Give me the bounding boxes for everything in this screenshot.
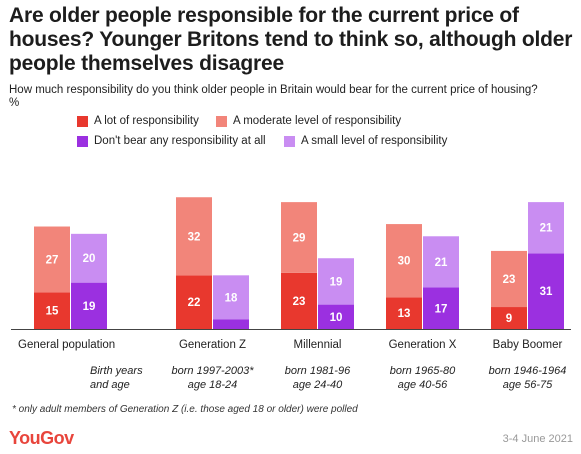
birth-info-millennial-0: born 1981-96 [285, 365, 351, 377]
legend-label-none: Don't bear any responsibility at all [94, 135, 266, 147]
legend-item-moderate: A moderate level of responsibility [216, 115, 401, 127]
bar-a-moderate-level-of-responsibility-millennial [281, 202, 317, 273]
category-label-generation-x: Generation X [389, 339, 457, 351]
legend-swatch-a-lot [77, 115, 88, 127]
data-label-a-small-level-of-responsibility-general-population: 20 [83, 253, 96, 265]
data-label-a-small-level-of-responsibility-generation-x: 21 [435, 257, 448, 269]
data-label-a-moderate-level-of-responsibility-generation-z: 32 [188, 231, 201, 243]
chart-subtitle: How much responsibility do you think old… [9, 84, 538, 96]
legend-item-small: A small level of responsibility [284, 135, 447, 147]
legend-label-a-lot: A lot of responsibility [94, 115, 199, 127]
data-label-a-small-level-of-responsibility-baby-boomer: 21 [540, 223, 553, 235]
bar-a-lot-of-responsibility-general-population [34, 292, 70, 329]
bar-don-t-bear-any-responsibility-at-all-millennial [318, 304, 354, 329]
legend-swatch-none [77, 135, 88, 147]
bar-don-t-bear-any-responsibility-at-all-baby-boomer [528, 253, 564, 329]
footnote: * only adult members of Generation Z (i.… [12, 404, 358, 415]
birth-info-millennial-1: age 24-40 [293, 379, 343, 391]
data-label-a-lot-of-responsibility-millennial: 23 [293, 296, 306, 308]
legend-item-none: Don't bear any responsibility at all [77, 135, 266, 147]
legend-swatch-moderate [216, 115, 227, 127]
bar-a-small-level-of-responsibility-baby-boomer [528, 202, 564, 254]
bar-a-lot-of-responsibility-baby-boomer [491, 307, 527, 329]
data-label-don-t-bear-any-responsibility-at-all-general-population: 19 [83, 301, 96, 313]
birth-info-baby-boomer-0: born 1946-1964 [489, 365, 567, 377]
legend-swatch-small [284, 135, 295, 147]
birth-row-label-0: Birth years [90, 365, 143, 377]
data-label-a-moderate-level-of-responsibility-generation-x: 30 [398, 256, 411, 268]
birth-info-generation-z-0: born 1997-2003* [172, 365, 255, 377]
data-label-a-moderate-level-of-responsibility-baby-boomer: 23 [503, 274, 516, 286]
bar-a-small-level-of-responsibility-generation-z [213, 275, 249, 320]
data-label-a-moderate-level-of-responsibility-millennial: 29 [293, 233, 306, 245]
bar-a-small-level-of-responsibility-millennial [318, 258, 354, 305]
data-label-don-t-bear-any-responsibility-at-all-baby-boomer: 31 [540, 286, 553, 298]
category-label-millennial: Millennial [294, 339, 342, 351]
data-label-don-t-bear-any-responsibility-at-all-millennial: 10 [330, 312, 343, 324]
birth-info-generation-z-1: age 18-24 [188, 379, 238, 391]
bar-a-lot-of-responsibility-generation-x [386, 297, 422, 329]
bar-don-t-bear-any-responsibility-at-all-general-population [71, 282, 107, 329]
category-label-general-population: General population [18, 339, 115, 351]
data-label-a-lot-of-responsibility-generation-z: 22 [188, 297, 201, 309]
bar-don-t-bear-any-responsibility-at-all-generation-z [213, 319, 249, 329]
bar-a-moderate-level-of-responsibility-generation-z [176, 197, 212, 276]
data-label-a-lot-of-responsibility-baby-boomer: 9 [506, 313, 512, 325]
bar-a-moderate-level-of-responsibility-generation-x [386, 224, 422, 298]
legend-label-small: A small level of responsibility [301, 135, 448, 147]
data-label-a-moderate-level-of-responsibility-general-population: 27 [46, 254, 59, 266]
birth-info-baby-boomer-1: age 56-75 [503, 379, 553, 391]
data-label-a-lot-of-responsibility-generation-x: 13 [398, 308, 411, 320]
bar-a-lot-of-responsibility-millennial [281, 272, 317, 329]
data-label-a-small-level-of-responsibility-generation-z: 18 [225, 292, 238, 304]
bar-a-moderate-level-of-responsibility-general-population [34, 226, 70, 293]
birth-info-generation-x-1: age 40-56 [398, 379, 448, 391]
data-label-a-small-level-of-responsibility-millennial: 19 [330, 276, 343, 288]
category-label-generation-z: Generation Z [179, 339, 246, 351]
survey-date: 3-4 June 2021 [502, 433, 573, 445]
bar-a-lot-of-responsibility-generation-z [176, 275, 212, 329]
birth-info-generation-x-0: born 1965-80 [390, 365, 456, 377]
category-label-baby-boomer: Baby Boomer [493, 339, 563, 351]
unit-label: % [9, 97, 20, 109]
legend-label-moderate: A moderate level of responsibility [233, 115, 402, 127]
birth-row-label-1: and age [90, 379, 130, 391]
bar-don-t-bear-any-responsibility-at-all-generation-x [423, 287, 459, 329]
legend-item-a-lot: A lot of responsibility [77, 115, 199, 127]
yougov-logo: YouGov [9, 428, 74, 448]
data-label-a-lot-of-responsibility-general-population: 15 [46, 306, 59, 318]
bar-a-moderate-level-of-responsibility-baby-boomer [491, 250, 527, 308]
bar-a-small-level-of-responsibility-generation-x [423, 236, 459, 288]
bar-a-small-level-of-responsibility-general-population [71, 233, 107, 283]
chart-title: Are older people responsible for the cur… [9, 4, 573, 75]
data-label-don-t-bear-any-responsibility-at-all-generation-x: 17 [435, 303, 448, 315]
